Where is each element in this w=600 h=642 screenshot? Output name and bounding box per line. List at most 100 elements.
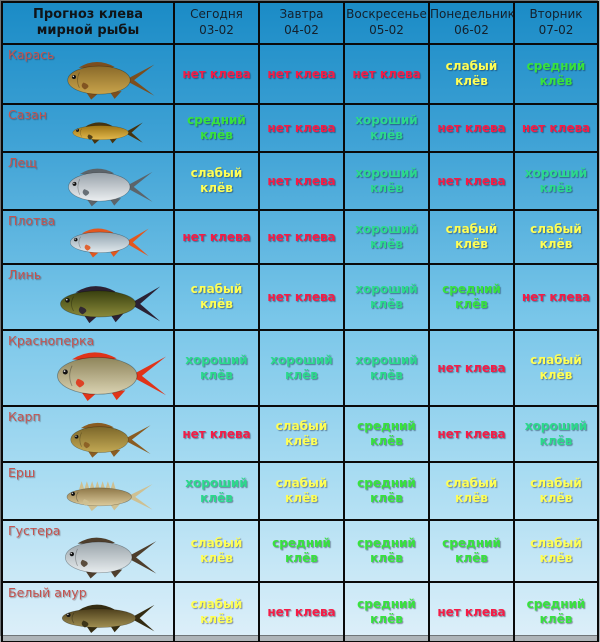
forecast-cell-5-4: слабый клёв bbox=[513, 329, 599, 407]
fish-row-4: Линь слабый клёв нет клева хороший клёв сред… bbox=[1, 263, 599, 331]
fish-illustration-9 bbox=[61, 604, 155, 633]
fish-eye-glint bbox=[71, 492, 74, 494]
fish-illustration-4 bbox=[60, 286, 161, 324]
day-name: Завтра bbox=[279, 7, 324, 22]
fish-name-label: Линь bbox=[8, 267, 42, 282]
pelvic-fin bbox=[86, 625, 99, 633]
fish-illustration-8 bbox=[65, 537, 157, 579]
fish-cell-8: Густера bbox=[1, 519, 175, 583]
forecast-cell-3-0: нет клева bbox=[173, 209, 260, 265]
day-header-4: Вторник 07-02 bbox=[513, 1, 599, 45]
fish-eye-glint bbox=[66, 298, 68, 301]
fish-eye bbox=[71, 491, 75, 496]
pectoral-fin bbox=[78, 306, 87, 315]
day-date: 07-02 bbox=[538, 23, 574, 37]
forecast-cell-1-0: средний клёв bbox=[173, 103, 260, 153]
pectoral-fin bbox=[82, 499, 90, 506]
forecast-cell-8-2: средний клёв bbox=[343, 519, 430, 583]
gill-line bbox=[77, 178, 81, 195]
forecast-cell-6-0: нет клева bbox=[173, 405, 260, 463]
forecast-cell-1-3: нет клева bbox=[428, 103, 515, 153]
forecast-cell-9-2: средний клёв bbox=[343, 581, 430, 642]
fish-eye-glint bbox=[63, 370, 66, 373]
fish-eye bbox=[75, 128, 80, 132]
forecast-cell-7-2: средний клёв bbox=[343, 461, 430, 521]
forecast-cell-6-2: средний клёв bbox=[343, 405, 430, 463]
gill-line bbox=[71, 612, 75, 624]
forecast-cell-1-1: нет клева bbox=[258, 103, 345, 153]
day-date: 03-02 bbox=[199, 23, 234, 37]
fish-eye-glint bbox=[75, 435, 77, 437]
forecast-cell-2-1: нет клева bbox=[258, 151, 345, 211]
day-name: Вторник bbox=[529, 7, 583, 22]
fish-eye bbox=[69, 552, 74, 557]
fish-row-0: Карась нет клева нет клева нет клева слабый … bbox=[1, 43, 599, 105]
fish-illustration-5 bbox=[57, 352, 167, 402]
gill-line bbox=[76, 491, 79, 503]
gill-line bbox=[79, 432, 82, 447]
pectoral-fin bbox=[87, 134, 93, 140]
forecast-cell-7-1: слабый клёв bbox=[258, 461, 345, 521]
pectoral-fin bbox=[75, 378, 85, 388]
forecast-cell-6-1: слабый клёв bbox=[258, 405, 345, 463]
forecast-cell-9-0: слабый клёв bbox=[173, 581, 260, 642]
gill-line bbox=[69, 365, 73, 387]
pelvic-fin bbox=[91, 138, 101, 144]
forecast-cell-2-3: нет клева bbox=[428, 151, 515, 211]
pectoral-fin bbox=[83, 441, 90, 449]
tail-fin bbox=[124, 171, 153, 202]
fish-eye-glint bbox=[74, 238, 76, 240]
fish-name-label: Карась bbox=[8, 47, 55, 62]
fish-name-label: Ерш bbox=[8, 465, 36, 480]
fish-cell-3: Плотва bbox=[1, 209, 175, 265]
day-header-2: Воскресенье 05-02 bbox=[343, 1, 430, 45]
fish-cell-7: Ерш bbox=[1, 461, 175, 521]
pectoral-fin bbox=[81, 82, 89, 90]
header-row: Прогноз клева мирной рыбы Сегодня 03-02 За… bbox=[1, 1, 599, 45]
day-name: Понедельник bbox=[430, 7, 514, 22]
anal-fin bbox=[110, 390, 126, 401]
forecast-cell-8-1: средний клёв bbox=[258, 519, 345, 583]
fish-row-1: Сазан средний клёв нет клева хороший клёв не… bbox=[1, 103, 599, 153]
gill-line bbox=[77, 72, 80, 89]
gill-line bbox=[78, 236, 81, 249]
anal-fin bbox=[109, 449, 121, 457]
pectoral-fin bbox=[82, 189, 90, 196]
forecast-cell-0-2: нет клева bbox=[343, 43, 430, 105]
fish-illustration-6 bbox=[70, 422, 151, 458]
fish-illustration-7 bbox=[66, 481, 153, 512]
forecast-cell-2-4: хороший клёв bbox=[513, 151, 599, 211]
tail-fin bbox=[124, 64, 155, 96]
day-header-0: Сегодня 03-02 bbox=[173, 1, 260, 45]
forecast-cell-7-0: хороший клёв bbox=[173, 461, 260, 521]
forecast-cell-3-3: слабый клёв bbox=[428, 209, 515, 265]
fish-row-3: Плотва нет клева нет клева хороший клёв слаб… bbox=[1, 209, 599, 265]
fish-eye bbox=[71, 74, 76, 80]
forecast-cell-5-3: нет клева bbox=[428, 329, 515, 407]
fish-row-7: Ерш хороший клёв слабый клёв средний клёв сл… bbox=[1, 461, 599, 521]
forecast-cell-5-2: хороший клёв bbox=[343, 329, 430, 407]
fish-name-label: Сазан bbox=[8, 107, 47, 122]
forecast-cell-2-2: хороший клёв bbox=[343, 151, 430, 211]
day-header-1: Завтра 04-02 bbox=[258, 1, 345, 45]
forecast-cell-4-3: средний клёв bbox=[428, 263, 515, 331]
forecast-cell-9-3: нет клева bbox=[428, 581, 515, 642]
pelvic-fin bbox=[86, 92, 99, 100]
fish-name-label: Плотва bbox=[8, 213, 56, 228]
pelvic-fin bbox=[87, 199, 99, 207]
forecast-cell-5-0: хороший клёв bbox=[173, 329, 260, 407]
fish-name-label: Белый амур bbox=[8, 585, 87, 600]
pectoral-fin bbox=[80, 559, 88, 568]
fish-row-5: Красноперка хороший клёв хороший клёв хорош… bbox=[1, 329, 599, 407]
forecast-cell-9-1: нет клева bbox=[258, 581, 345, 642]
fish-cell-2: Лещ bbox=[1, 151, 175, 211]
anal-fin bbox=[110, 569, 123, 578]
day-name: Сегодня bbox=[190, 7, 243, 22]
fish-eye-glint bbox=[67, 613, 69, 616]
fish-illustration-3 bbox=[69, 228, 149, 258]
forecast-cell-1-2: хороший клёв bbox=[343, 103, 430, 153]
pelvic-fin bbox=[85, 571, 98, 579]
fish-cell-0: Карась bbox=[1, 43, 175, 105]
gill-line bbox=[75, 548, 78, 567]
forecast-cell-4-1: нет клева bbox=[258, 263, 345, 331]
